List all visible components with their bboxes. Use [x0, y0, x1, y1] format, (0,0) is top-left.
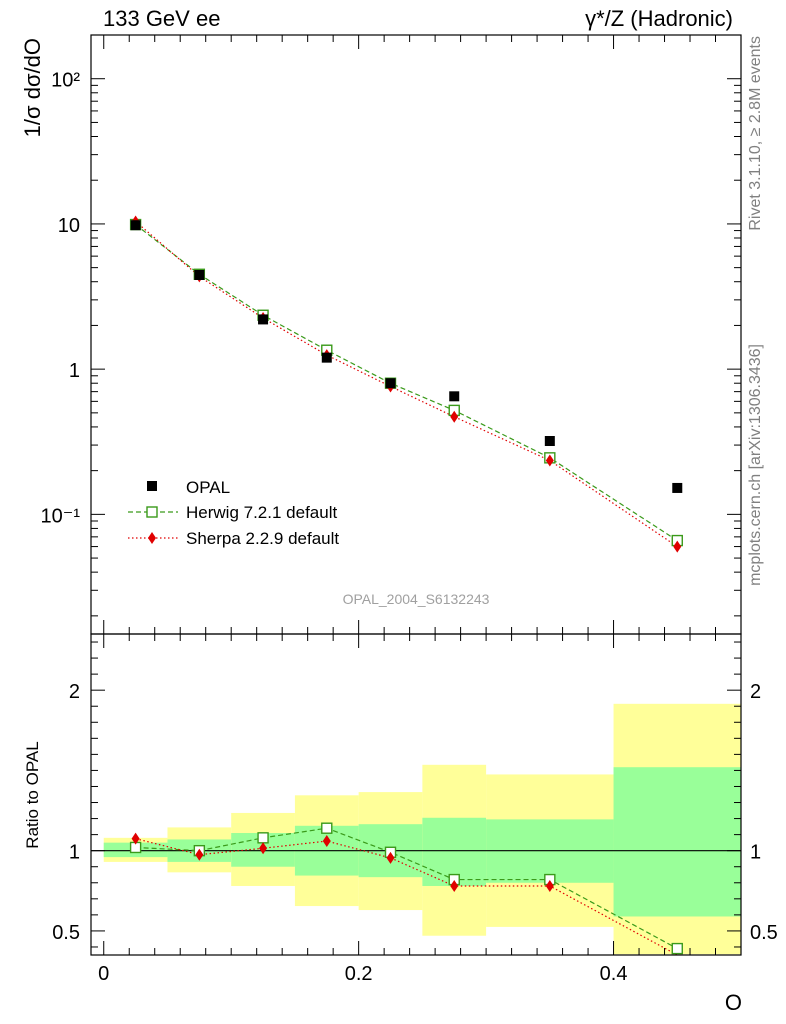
rivet-label: Rivet 3.1.10, ≥ 2.8M events: [747, 36, 764, 231]
main-y-tick-label: 10²: [51, 70, 80, 92]
ratio-sherpa-point: [195, 848, 204, 861]
opal-data-point: [130, 220, 141, 231]
herwig-line: [135, 224, 678, 542]
ratio-y-tick-label-right: 1: [750, 842, 761, 864]
ratio-herwig-point: [671, 942, 683, 955]
legend-marker-sherpa: [148, 532, 156, 544]
main-y-tick-label: 1: [69, 360, 80, 382]
opal-data-point: [672, 482, 683, 493]
legend-item-herwig: Herwig 7.2.1 default: [128, 503, 337, 522]
sherpa-point: [673, 540, 682, 553]
legend-item-sherpa: Sherpa 2.2.9 default: [128, 529, 339, 548]
legend-marker-herwig: [146, 506, 158, 518]
ratio-plot-frame: [90, 633, 742, 956]
main-y-tick-label: 10⁻¹: [41, 505, 81, 527]
ratio-sherpa-point: [545, 879, 554, 892]
ratio-herwig-point: [257, 832, 269, 844]
opal-data-point: [385, 378, 396, 389]
main-y-tick-label: 10: [58, 215, 80, 237]
legend: OPAL Herwig 7.2.1 default Sherpa 2.2.9 d…: [128, 478, 339, 548]
ratio-y-tick-label: 2: [69, 681, 80, 703]
sherpa-line: [135, 221, 678, 548]
main-y-axis-label: 1/σ dσ/dO: [20, 38, 45, 137]
legend-item-data: OPAL: [147, 478, 230, 497]
ratio-sherpa-point: [386, 851, 395, 864]
ratio-y-axis-label: Ratio to OPAL: [23, 741, 42, 848]
opal-data-point: [194, 269, 205, 280]
opal-data-point: [449, 391, 460, 402]
legend-label-herwig: Herwig 7.2.1 default: [186, 503, 337, 522]
ratio-sherpa-line: [135, 838, 678, 956]
header-left: 133 GeV ee: [103, 6, 220, 31]
uncertainty-band-inner: [613, 767, 741, 917]
legend-label-data: OPAL: [186, 478, 230, 497]
x-tick-label: 0: [98, 963, 109, 985]
opal-data-point: [258, 314, 269, 325]
ratio-herwig-point: [321, 822, 333, 834]
sherpa-point: [545, 454, 554, 467]
legend-marker-data: [147, 481, 157, 491]
ratio-sherpa-point: [450, 879, 459, 892]
x-axis-label: O: [725, 990, 742, 1015]
ratio-sherpa-point: [322, 835, 331, 848]
ratio-sherpa-point: [259, 842, 268, 855]
ratio-y-tick-label-right: 2: [750, 681, 761, 703]
sherpa-point: [450, 410, 459, 423]
mcplots-label: mcplots.cern.ch [arXiv:1306.3436]: [747, 344, 764, 586]
legend-label-sherpa: Sherpa 2.2.9 default: [186, 529, 339, 548]
header-right: γ*/Z (Hadronic): [585, 6, 733, 31]
opal-data-point: [544, 436, 555, 447]
ratio-y-tick-label: 0.5: [52, 922, 80, 944]
x-tick-label: 0.2: [345, 963, 373, 985]
ratio-y-tick-label: 1: [69, 842, 80, 864]
ratio-y-tick-label-right: 0.5: [750, 922, 778, 944]
ratio-herwig-line: [135, 827, 678, 950]
analysis-id-label: OPAL_2004_S6132243: [343, 591, 490, 607]
x-tick-label: 0.4: [600, 963, 628, 985]
ratio-sherpa-point: [131, 832, 140, 845]
opal-data-point: [321, 352, 332, 363]
